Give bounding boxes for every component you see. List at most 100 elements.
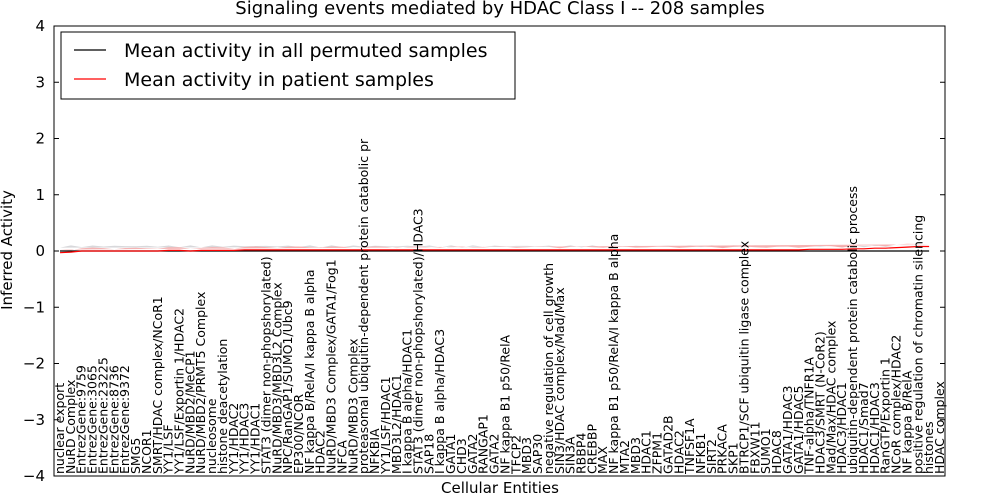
category-label: CHD3: [454, 438, 469, 474]
category-label: GATA2: [487, 434, 502, 474]
category-label: negative regulation of cell growth: [541, 263, 556, 474]
category-label: NPC/RanGAP1/SUMO1/Ubc9: [280, 300, 295, 474]
category-label: EntrezGene:9372: [117, 365, 132, 474]
category-label: HDAC3/HDAC1: [834, 382, 849, 474]
y-tick-label: −3: [23, 411, 45, 429]
category-label: HDAC8: [769, 430, 784, 474]
category-label: NuRD/MBD3/MBD3L2 Complex: [269, 282, 284, 474]
category-label: nuclear export: [52, 383, 67, 474]
category-label: EntrezGene:23225: [96, 357, 111, 474]
category-label: GATA1: [443, 434, 458, 474]
category-label: nucleosome: [204, 398, 219, 474]
category-label: HDAC2: [313, 430, 328, 474]
plot-frame: [53, 25, 946, 477]
category-label: I kappa B alpha/HDAC1: [400, 329, 415, 474]
category-label: SMRT/HDAC complex/NCoR1: [150, 296, 165, 474]
legend-label-permuted: Mean activity in all permuted samples: [124, 40, 487, 62]
y-tick-label: −1: [23, 298, 45, 316]
category-label: EP300/NCOR: [291, 394, 306, 474]
category-label: TFCP2: [508, 435, 523, 475]
category-label: GATA2: [465, 434, 480, 474]
category-label: NuRD Complex: [63, 380, 78, 474]
category-label: HDAC3/SMRT (N-CoR2): [813, 331, 828, 474]
category-label: HDAC2: [671, 430, 686, 474]
category-label: BTRCP1/SCF ubiquitin ligase complex: [736, 241, 751, 474]
category-label: SIN3/HDAC complex/Mad/Max: [552, 287, 567, 474]
category-label: RanGTP/Exportin 1: [878, 357, 893, 474]
category-label: NF kappa B/RelA: [899, 370, 914, 474]
category-label: SIRT2: [704, 439, 719, 474]
category-label: proteasomal ubiquitin-dependent protein …: [356, 138, 371, 474]
confidence-bands: [60, 243, 930, 251]
category-label: HDAC1: [639, 430, 654, 474]
category-label: NuRD/MBD2/MeCP1: [182, 350, 197, 474]
category-label: histone deacetylation: [215, 339, 230, 474]
category-label: ZFPM1: [650, 432, 665, 474]
category-label: SKP1: [726, 442, 741, 474]
category-label: TNFSF1A: [682, 418, 697, 475]
category-label: MBD3: [628, 437, 643, 474]
y-axis-label: Inferred Activity: [0, 190, 16, 310]
y-tick-label: −2: [23, 355, 45, 373]
category-label: GATAD2B: [660, 415, 675, 474]
category-label: NCoR complex/HDAC2: [889, 335, 904, 474]
category-label: SUMO1: [758, 428, 773, 474]
category-label: YY1/LSF/HDAC1: [378, 376, 393, 475]
category-label: SAP18: [421, 434, 436, 474]
category-label: CREBBP: [584, 424, 599, 474]
y-tick-label: 4: [35, 17, 45, 35]
category-label: STAT3 (dimer non-phopshorylated): [258, 256, 273, 474]
category-label: MBD3: [519, 437, 534, 474]
chart-title: Signaling events mediated by HDAC Class …: [235, 0, 764, 19]
category-label: RBBP4: [574, 433, 589, 474]
category-label: YY1/HDAC1: [248, 403, 263, 475]
x-axis-label: Cellular Entities: [441, 479, 559, 497]
category-label: EntrezGene:3065: [85, 365, 100, 474]
category-label: NFCA: [335, 440, 350, 474]
category-label: NuRD/MBD2/PRMT5 Complex: [193, 292, 208, 474]
category-label: YY1/HDAC3: [237, 403, 252, 475]
series-lines: [59, 245, 930, 254]
category-label: MTA2: [617, 440, 632, 474]
category-label: YY1/LSF/Exportin 1/HDAC2: [172, 308, 187, 475]
category-label: TNF-alpha/TNFR1A: [802, 357, 817, 475]
category-label: EntrezGene:8736: [106, 365, 121, 474]
category-label: ubiquitin-dependent protein catabolic pr…: [845, 186, 860, 474]
y-tick-label: 1: [35, 186, 45, 204]
category-label: NFKB1: [693, 433, 708, 474]
category-label: SIN3A: [563, 436, 578, 474]
legend: Mean activity in all permuted samples Me…: [60, 31, 516, 100]
category-label: YY1/HDAC2: [226, 403, 241, 475]
category-label: NF kappa B1 p50/RelA: [497, 334, 512, 474]
category-label: MAX: [595, 446, 610, 474]
category-label: YY1/LSF: [161, 424, 176, 475]
category-label: HDAC complex: [932, 381, 947, 474]
category-label: EntrezGene:9759: [74, 365, 89, 474]
category-label: positive regulation of chromatin silenci…: [910, 215, 925, 474]
category-label: STAT3 (dimer non-phopshorylated)/HDAC3: [411, 208, 426, 474]
category-label: HDAC1/Smad7: [856, 382, 871, 474]
category-label: NCOR1: [139, 429, 154, 474]
y-tick-label: −4: [23, 467, 45, 485]
category-label: PRKACA: [715, 424, 730, 474]
category-label: HDAC1/HDAC3: [867, 382, 882, 474]
category-label: SAP30: [530, 434, 545, 474]
category-label: SMG5: [128, 438, 143, 474]
category-label: FBXW11: [747, 421, 762, 474]
category-label: NuRD/MBD3 Complex: [345, 338, 360, 474]
category-label: NF kappa B/RelA/I kappa B alpha: [302, 269, 317, 474]
category-label: GATA1/HDAC3: [780, 386, 795, 474]
y-tick-label: 2: [35, 130, 45, 148]
category-label: GATA1/HDAC5: [791, 386, 806, 474]
legend-label-patient: Mean activity in patient samples: [124, 69, 434, 91]
patient-band: [60, 243, 930, 251]
category-label: RANGAP1: [476, 414, 491, 474]
category-label: NuRD/MBD3 Complex/GATA1/Fog1: [324, 259, 339, 474]
category-label: NF kappa B1 p50/RelA/I kappa B alpha: [606, 234, 621, 474]
category-label: histones: [921, 421, 936, 474]
legend-box: [60, 31, 516, 100]
category-label: NFKBIA: [367, 428, 382, 474]
category-label: I kappa B alpha/HDAC3: [432, 329, 447, 474]
